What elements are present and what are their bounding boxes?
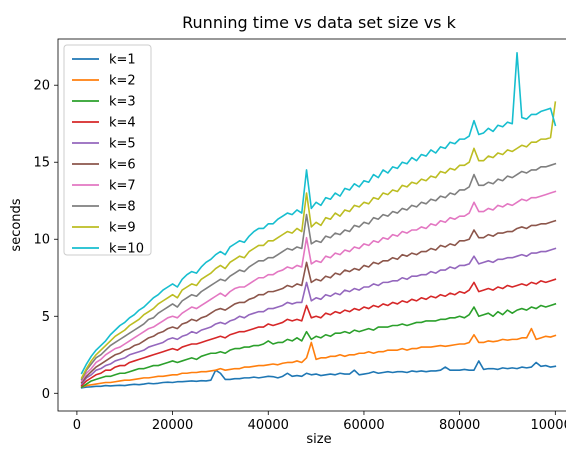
legend-label-k8: k=8 bbox=[109, 200, 136, 215]
legend-label-k4: k=4 bbox=[109, 116, 136, 131]
series-line-k10 bbox=[80, 52, 557, 375]
series-line-k4 bbox=[80, 278, 557, 387]
y-tick-label: 10 bbox=[33, 233, 50, 248]
legend-box bbox=[63, 44, 152, 256]
x-tick-label: 60000 bbox=[343, 418, 384, 433]
x-tick-label: 40000 bbox=[248, 418, 289, 433]
series-line-k2 bbox=[80, 327, 557, 389]
x-axis: 0 20000 40000 60000 80000 100000 bbox=[73, 411, 566, 433]
legend-label-k9: k=9 bbox=[109, 221, 136, 236]
legend-label-k5: k=5 bbox=[109, 137, 136, 152]
y-axis-label: seconds bbox=[9, 198, 24, 251]
y-axis: 0 5 10 15 20 bbox=[33, 79, 58, 402]
series-line-k5 bbox=[80, 247, 557, 386]
x-tick-label: 0 bbox=[73, 418, 81, 433]
legend-label-k3: k=3 bbox=[109, 95, 136, 110]
y-tick-label: 0 bbox=[42, 387, 50, 402]
plot-area bbox=[80, 52, 557, 389]
x-axis-label: size bbox=[306, 432, 331, 447]
legend-label-k10: k=10 bbox=[109, 242, 144, 257]
legend-label-k7: k=7 bbox=[109, 179, 136, 194]
legend-label-k1: k=1 bbox=[109, 53, 136, 68]
series-line-k9 bbox=[80, 101, 557, 379]
y-tick-label: 5 bbox=[42, 310, 50, 325]
series-line-k6 bbox=[80, 219, 557, 384]
series-line-k8 bbox=[80, 162, 557, 381]
plot-frame bbox=[57, 38, 566, 412]
x-tick-label: 80000 bbox=[439, 418, 480, 433]
y-tick-label: 20 bbox=[33, 79, 50, 94]
x-tick-label: 20000 bbox=[152, 418, 193, 433]
y-tick-label: 15 bbox=[33, 156, 50, 171]
series-line-k7 bbox=[80, 190, 557, 383]
series-line-k3 bbox=[80, 302, 557, 389]
chart-title: Running time vs data set size vs k bbox=[182, 13, 456, 32]
legend: k=1 k=2 k=3 k=4 k=5 k=6 k=7 k=8 k=9 k=10 bbox=[63, 44, 152, 257]
series-line-k1 bbox=[80, 360, 557, 389]
x-tick-label: 100000 bbox=[530, 418, 566, 433]
legend-label-k6: k=6 bbox=[109, 158, 136, 173]
legend-label-k2: k=2 bbox=[109, 74, 136, 89]
